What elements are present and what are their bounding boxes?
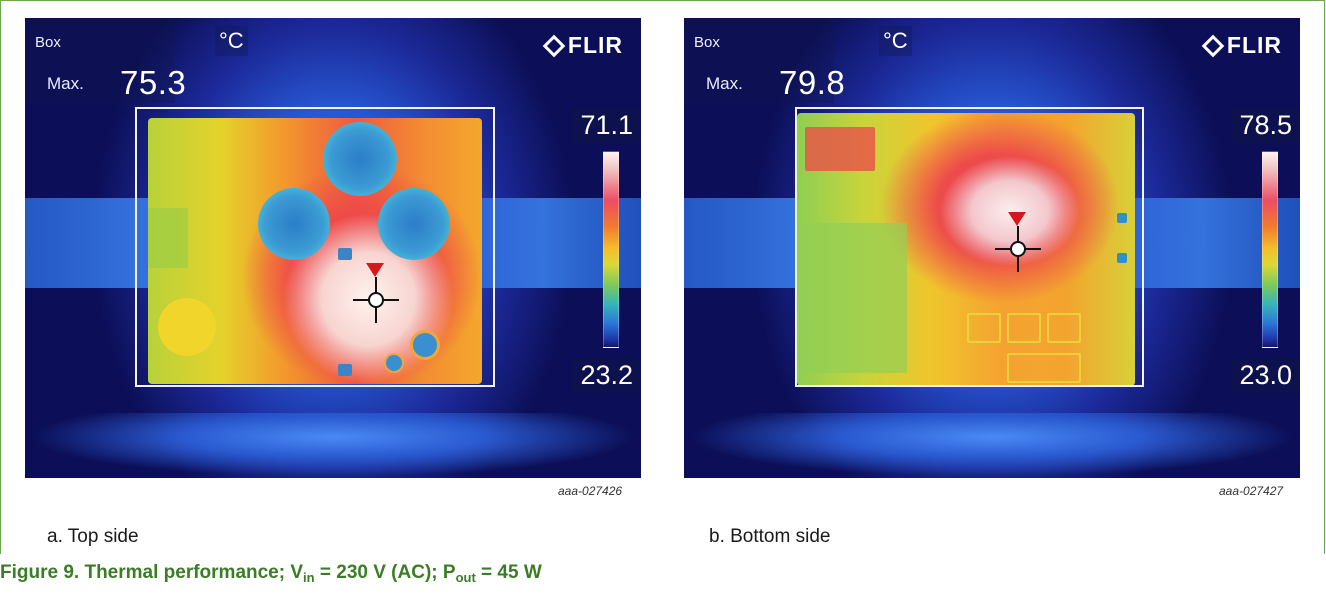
flir-mark-icon <box>542 34 566 57</box>
small-capacitor <box>410 330 440 360</box>
capacitor-top-center <box>323 122 397 196</box>
trace-pad <box>1007 313 1041 343</box>
trace-pad <box>1007 353 1081 383</box>
color-scale-bar <box>603 151 619 348</box>
image-code-b: aaa-027427 <box>1219 484 1284 498</box>
max-label: Max. <box>47 74 84 93</box>
capacitor-left <box>258 188 330 260</box>
pcb-heat-region <box>148 118 482 384</box>
flir-logo-icon: FLIR <box>542 32 623 59</box>
hotspot-marker-icon <box>366 263 384 277</box>
measurement-box <box>795 107 1144 387</box>
crosshair-icon <box>353 263 399 323</box>
max-value: 79.8 <box>779 64 846 101</box>
trace-pad <box>967 313 1001 343</box>
pad-dot <box>1117 213 1127 223</box>
caption-mid: = 230 V (AC); P <box>314 562 456 583</box>
max-label: Max. <box>706 74 743 93</box>
measurement-box <box>135 107 495 387</box>
component-pad <box>338 248 352 260</box>
unit-label: °C <box>879 26 912 56</box>
scale-min-value: 23.0 <box>1231 358 1300 393</box>
brand-text: FLIR <box>1226 32 1282 58</box>
scale-max-value: 78.5 <box>1231 108 1300 143</box>
red-region <box>805 127 875 171</box>
pad-dot <box>1117 253 1127 263</box>
box-label: Box <box>35 34 61 51</box>
brand-text: FLIR <box>567 32 623 58</box>
subcaption-top-side: a. Top side <box>47 526 139 547</box>
box-label: Box <box>694 34 720 51</box>
caption-prefix: Figure 9. Thermal performance; V <box>0 562 304 583</box>
scale-max-value: 71.1 <box>572 108 641 143</box>
caption-vin-sub: in <box>303 570 315 585</box>
flir-logo-icon: FLIR <box>1201 32 1282 59</box>
component-pad <box>338 364 352 376</box>
caption-end: = 45 W <box>475 562 542 583</box>
unit-label: °C <box>215 26 248 56</box>
image-code-a: aaa-027426 <box>558 484 623 498</box>
color-scale-bar <box>1262 151 1278 348</box>
thermal-image-top-side: Box Max. 75.3 °C FLIR 71.1 23.2 <box>25 18 641 478</box>
trace-pad <box>1047 313 1081 343</box>
hud-max-panel: Box Max. 75.3 <box>25 18 186 103</box>
subcaption-bottom-side: b. Bottom side <box>709 526 831 547</box>
thermal-image-bottom-side: Box Max. 79.8 °C FLIR 78.5 23.0 <box>684 18 1300 478</box>
crosshair-icon <box>995 212 1041 272</box>
flir-mark-icon <box>1201 34 1225 57</box>
yellow-component <box>158 298 216 356</box>
capacitor-right <box>378 188 450 260</box>
small-capacitor-2 <box>384 353 404 373</box>
figure-caption: Figure 9. Thermal performance; Vin = 230… <box>0 562 542 585</box>
green-region <box>797 223 907 373</box>
hud-max-panel: Box Max. 79.8 <box>684 18 845 103</box>
figure-frame <box>0 0 1325 554</box>
hotspot-marker-icon <box>1008 212 1026 226</box>
green-area <box>148 208 188 268</box>
max-value: 75.3 <box>120 64 187 101</box>
caption-pout-sub: out <box>455 570 476 585</box>
pcb-heat-region <box>797 113 1135 386</box>
scale-min-value: 23.2 <box>572 358 641 393</box>
